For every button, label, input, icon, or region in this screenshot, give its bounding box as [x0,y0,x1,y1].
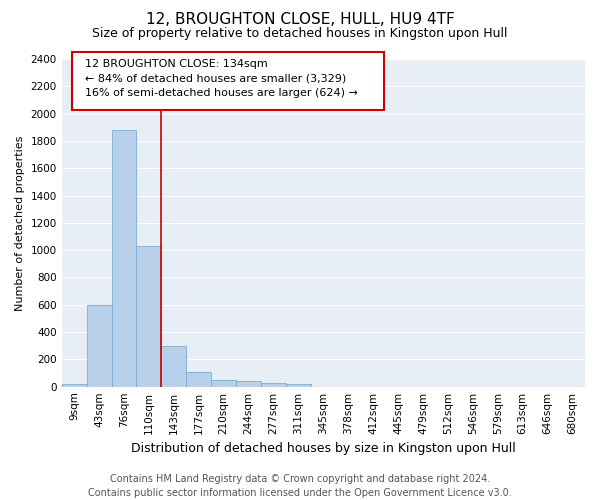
Bar [261,382,286,386]
Y-axis label: Number of detached properties: Number of detached properties [15,135,25,310]
Bar [136,246,161,386]
Bar [86,305,112,386]
Bar [236,380,261,386]
FancyBboxPatch shape [72,52,383,110]
Bar [186,372,211,386]
Bar [112,130,136,386]
Bar [161,346,186,387]
Bar [211,380,236,386]
Text: 12, BROUGHTON CLOSE, HULL, HU9 4TF: 12, BROUGHTON CLOSE, HULL, HU9 4TF [146,12,454,28]
Text: 12 BROUGHTON CLOSE: 134sqm
← 84% of detached houses are smaller (3,329)
16% of s: 12 BROUGHTON CLOSE: 134sqm ← 84% of deta… [85,60,358,98]
Text: Size of property relative to detached houses in Kingston upon Hull: Size of property relative to detached ho… [92,28,508,40]
Bar [286,384,311,386]
Bar [62,384,86,386]
X-axis label: Distribution of detached houses by size in Kingston upon Hull: Distribution of detached houses by size … [131,442,516,455]
Text: Contains HM Land Registry data © Crown copyright and database right 2024.
Contai: Contains HM Land Registry data © Crown c… [88,474,512,498]
